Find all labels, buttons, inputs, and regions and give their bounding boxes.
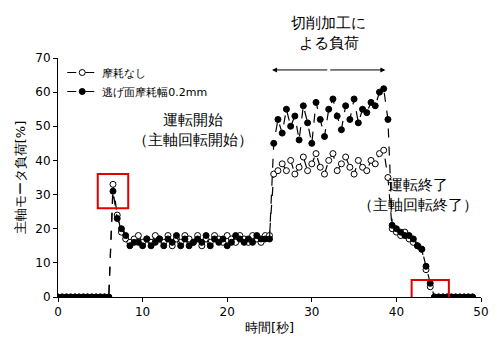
svg-text:50: 50 <box>35 119 50 133</box>
svg-text:50: 50 <box>473 305 488 319</box>
svg-text:10: 10 <box>135 305 150 319</box>
svg-text:40: 40 <box>35 154 50 168</box>
svg-text:40: 40 <box>389 305 404 319</box>
svg-text:20: 20 <box>220 305 235 319</box>
svg-text:逃げ面摩耗幅0.2mm: 逃げ面摩耗幅0.2mm <box>102 86 207 99</box>
svg-text:切削加工による負荷: 切削加工による負荷 <box>291 14 366 52</box>
svg-text:0: 0 <box>54 305 62 319</box>
svg-text:10: 10 <box>35 256 50 270</box>
svg-text:30: 30 <box>35 188 50 202</box>
svg-text:70: 70 <box>35 51 50 65</box>
svg-text:運転終了（主軸回転終了）: 運転終了（主軸回転終了） <box>358 176 478 214</box>
svg-text:主軸モータ負荷[%]: 主軸モータ負荷[%] <box>13 121 28 235</box>
svg-text:20: 20 <box>35 222 50 236</box>
svg-text:60: 60 <box>35 85 50 99</box>
svg-text:0: 0 <box>43 290 51 304</box>
svg-text:運転開始（主軸回転開始）: 運転開始（主軸回転開始） <box>133 111 253 149</box>
svg-text:30: 30 <box>304 305 319 319</box>
svg-text:時間[秒]: 時間[秒] <box>245 320 294 335</box>
svg-text:摩耗なし: 摩耗なし <box>102 67 146 80</box>
